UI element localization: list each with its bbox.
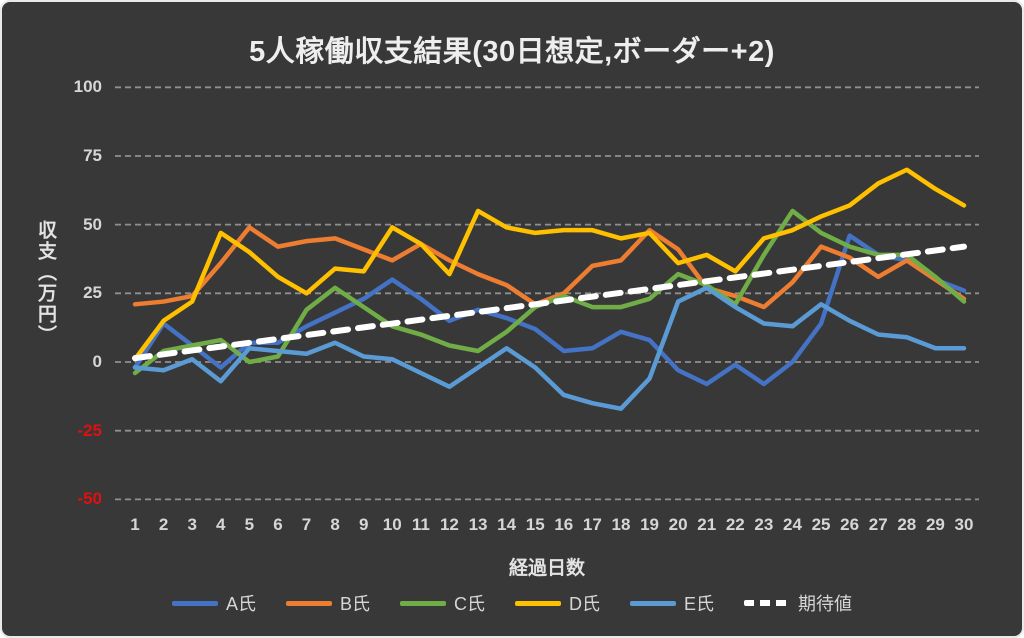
legend-item-E氏: E氏 bbox=[630, 590, 714, 616]
series-line-B氏 bbox=[132, 225, 967, 310]
legend-item-期待値: 期待値 bbox=[744, 590, 852, 616]
x-tick-28: 28 bbox=[897, 515, 917, 534]
x-tick-1: 1 bbox=[130, 515, 140, 534]
x-tick-19: 19 bbox=[640, 515, 659, 534]
legend-label: 期待値 bbox=[798, 594, 853, 614]
legend-swatch-E氏 bbox=[630, 600, 676, 606]
x-tick-15: 15 bbox=[525, 515, 545, 534]
x-tick-27: 27 bbox=[868, 515, 888, 534]
series-line-D氏 bbox=[132, 167, 967, 362]
series-line-C氏 bbox=[132, 208, 967, 376]
legend-swatch-期待値 bbox=[744, 600, 791, 606]
x-tick-9: 9 bbox=[358, 515, 369, 534]
y-tick-75: 75 bbox=[83, 145, 102, 165]
legend-label: B氏 bbox=[339, 594, 370, 614]
x-tick-23: 23 bbox=[754, 515, 774, 534]
x-tick-6: 6 bbox=[273, 515, 283, 534]
legend-swatch-B氏 bbox=[285, 600, 332, 606]
y-tick--25: -25 bbox=[77, 420, 102, 440]
x-tick-2: 2 bbox=[158, 515, 169, 534]
x-tick-4: 4 bbox=[216, 515, 226, 534]
x-tick-25: 25 bbox=[811, 515, 831, 534]
legend-item-C氏: C氏 bbox=[400, 590, 485, 616]
x-tick-7: 7 bbox=[301, 515, 312, 534]
legend-item-D氏: D氏 bbox=[515, 590, 600, 616]
x-tick-29: 29 bbox=[925, 515, 945, 534]
y-tick-0: 0 bbox=[92, 352, 102, 371]
y-tick-100: 100 bbox=[73, 77, 102, 97]
x-tick-14: 14 bbox=[497, 515, 517, 534]
x-tick-26: 26 bbox=[840, 515, 860, 534]
series-line-期待値 bbox=[132, 243, 967, 362]
x-tick-10: 10 bbox=[382, 515, 402, 534]
x-tick-21: 21 bbox=[697, 515, 717, 534]
legend-item-B氏: B氏 bbox=[285, 590, 370, 616]
legend-item-A氏: A氏 bbox=[171, 590, 256, 616]
series-line-E氏 bbox=[132, 285, 967, 411]
y-tick-25: 25 bbox=[83, 283, 102, 303]
x-axis-label: 経過日数 bbox=[508, 558, 585, 579]
legend-label: D氏 bbox=[569, 594, 600, 614]
legend-swatch-D氏 bbox=[515, 600, 561, 606]
x-tick-16: 16 bbox=[554, 515, 574, 534]
x-tick-3: 3 bbox=[187, 515, 197, 534]
x-tick-11: 11 bbox=[411, 515, 430, 534]
legend-label: E氏 bbox=[684, 594, 715, 614]
y-tick-50: 50 bbox=[83, 214, 102, 234]
x-tick-12: 12 bbox=[439, 515, 459, 534]
x-tick-30: 30 bbox=[954, 515, 974, 534]
x-tick-17: 17 bbox=[582, 515, 602, 534]
x-tick-18: 18 bbox=[611, 515, 631, 534]
y-tick--50: -50 bbox=[77, 489, 102, 509]
legend-swatch-C氏 bbox=[400, 600, 446, 606]
x-tick-8: 8 bbox=[330, 515, 340, 534]
x-tick-24: 24 bbox=[783, 515, 802, 534]
legend-swatch-A氏 bbox=[171, 600, 218, 606]
x-tick-22: 22 bbox=[725, 515, 745, 534]
y-axis-label: 収支（万円） bbox=[35, 220, 56, 346]
x-tick-20: 20 bbox=[668, 515, 688, 534]
legend-label: A氏 bbox=[225, 594, 256, 614]
x-tick-13: 13 bbox=[468, 515, 488, 534]
chart-title: 5人稼働収支結果(30日想定,ボーダー+2) bbox=[249, 36, 775, 68]
legend-label: C氏 bbox=[454, 594, 485, 614]
x-tick-5: 5 bbox=[244, 515, 255, 534]
legend: A氏 B氏 C氏 D氏 E氏 期待値 bbox=[2, 590, 1022, 616]
